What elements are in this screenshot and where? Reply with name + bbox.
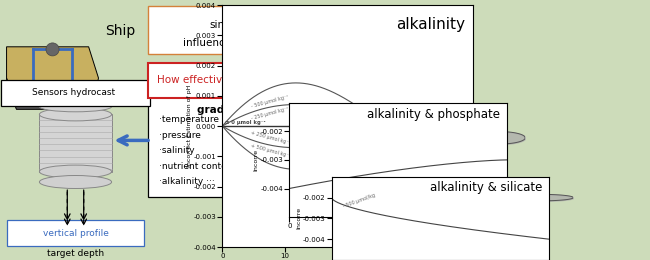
- Y-axis label: Incorre: Incorre: [254, 149, 259, 171]
- Text: influence for pH: influence for pH: [183, 38, 266, 48]
- Text: target depth: target depth: [47, 249, 104, 258]
- Text: Ship: Ship: [105, 24, 135, 38]
- Ellipse shape: [40, 165, 112, 178]
- Text: - 500 μmol/kg: - 500 μmol/kg: [343, 193, 376, 209]
- Text: alkalinity & phosphate: alkalinity & phosphate: [367, 108, 500, 121]
- Text: ·temperature: ·temperature: [159, 115, 219, 124]
- Text: - 250 μmol kg⁻¹: - 250 μmol kg⁻¹: [250, 106, 289, 121]
- X-axis label: Sample Temperature / °C: Sample Temperature / °C: [350, 231, 446, 240]
- Text: ·alkalinity ···: ·alkalinity ···: [159, 177, 215, 186]
- Y-axis label: Incorre: Incorre: [296, 207, 301, 230]
- Text: - 500 μmol kg⁻¹: - 500 μmol kg⁻¹: [250, 94, 289, 109]
- Text: ?: ?: [270, 75, 276, 85]
- Text: How effective for pH: How effective for pH: [157, 75, 263, 85]
- FancyBboxPatch shape: [148, 94, 324, 197]
- FancyBboxPatch shape: [148, 6, 324, 54]
- Polygon shape: [6, 78, 92, 109]
- Text: vertical profile: vertical profile: [42, 229, 109, 238]
- Text: ·nutrient contents: ·nutrient contents: [159, 162, 241, 171]
- Polygon shape: [318, 0, 358, 260]
- Text: T: T: [269, 43, 274, 49]
- Text: Sensors hydrocast: Sensors hydrocast: [32, 88, 116, 97]
- Bar: [40, 114, 112, 172]
- Text: + 500 μmol kg⁻¹: + 500 μmol kg⁻¹: [250, 143, 291, 158]
- Ellipse shape: [40, 101, 112, 112]
- Text: ·salinity: ·salinity: [159, 146, 195, 155]
- Text: + 250 μmol kg⁻¹: + 250 μmol kg⁻¹: [250, 131, 291, 146]
- Text: ± 0 μmol kg⁻¹: ± 0 μmol kg⁻¹: [226, 120, 266, 125]
- FancyBboxPatch shape: [148, 63, 324, 98]
- Text: simulation: simulation: [209, 20, 264, 30]
- Ellipse shape: [40, 176, 112, 188]
- Y-axis label: Incorrect Estimation of pH: Incorrect Estimation of pH: [187, 85, 192, 167]
- Ellipse shape: [46, 43, 59, 56]
- Polygon shape: [6, 47, 99, 109]
- Text: T: T: [263, 80, 267, 86]
- FancyBboxPatch shape: [1, 80, 150, 106]
- Text: alkalinity & silicate: alkalinity & silicate: [430, 181, 543, 194]
- Ellipse shape: [40, 108, 112, 121]
- FancyBboxPatch shape: [7, 220, 144, 246]
- Text: gradations of: gradations of: [197, 105, 276, 115]
- Text: alkalinity: alkalinity: [396, 17, 465, 32]
- Text: ·pressure: ·pressure: [159, 131, 201, 140]
